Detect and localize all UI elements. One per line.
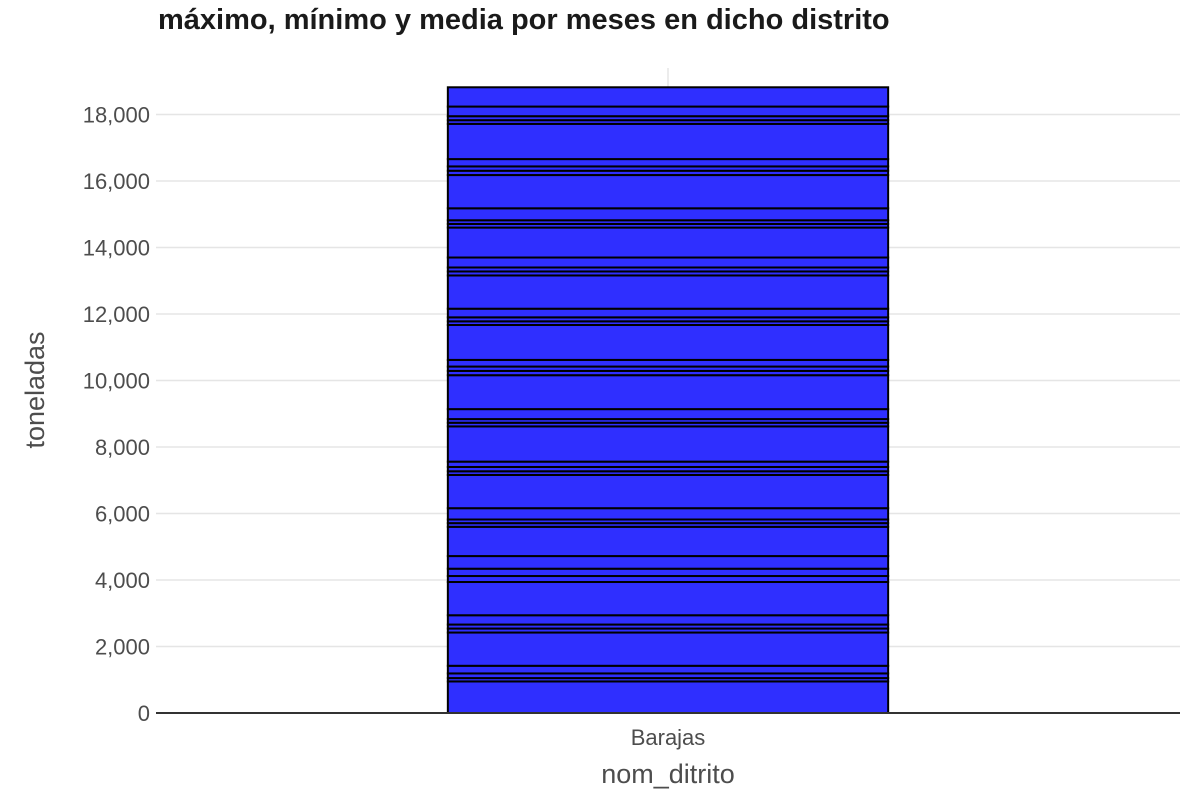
y-tick-label: 0 — [138, 701, 150, 726]
bar-segment — [446, 507, 890, 521]
y-tick-label: 18,000 — [83, 103, 150, 128]
y-tick-labels: 0 2,000 4,000 6,000 8,000 10,000 12,000 14,000 1… — [83, 103, 150, 726]
bar-segment — [446, 581, 890, 617]
bar-segment — [446, 174, 890, 210]
bar-segment — [446, 122, 890, 161]
bar-segment — [446, 614, 890, 626]
bar-stack-barajas — [446, 86, 890, 715]
bar-segment — [446, 631, 890, 667]
bar-segment — [446, 525, 890, 558]
bar-segment — [446, 158, 890, 168]
bar-segment — [446, 425, 890, 463]
bar-segment — [446, 274, 890, 310]
bar-segment — [446, 86, 890, 108]
y-tick-label: 4,000 — [95, 568, 150, 593]
bar-segment — [446, 473, 890, 510]
bar-segment — [446, 408, 890, 421]
x-tick-labels: Barajas — [631, 725, 706, 750]
bar-segment — [446, 226, 890, 259]
y-tick-label: 16,000 — [83, 169, 150, 194]
y-axis-title: toneladas — [20, 331, 50, 448]
bar-segment — [446, 307, 890, 319]
chart-title: máximo, mínimo y media por meses en dich… — [158, 4, 890, 36]
bar-segment — [446, 555, 890, 570]
x-axis-title: nom_ditrito — [601, 759, 735, 789]
y-tick-label: 6,000 — [95, 502, 150, 527]
y-tick-label: 14,000 — [83, 236, 150, 261]
bar-segment — [446, 324, 890, 361]
y-tick-label: 10,000 — [83, 369, 150, 394]
bar-segment — [446, 680, 890, 715]
bar-segment — [446, 207, 890, 222]
bar-segment — [446, 374, 890, 411]
bar-segment — [446, 105, 890, 118]
x-tick-label: Barajas — [631, 725, 706, 750]
y-tick-label: 8,000 — [95, 435, 150, 460]
y-tick-label: 2,000 — [95, 635, 150, 660]
bar-segment — [446, 664, 890, 675]
y-tick-label: 12,000 — [83, 302, 150, 327]
bar-segment — [446, 567, 890, 578]
bar-segment — [446, 256, 890, 269]
